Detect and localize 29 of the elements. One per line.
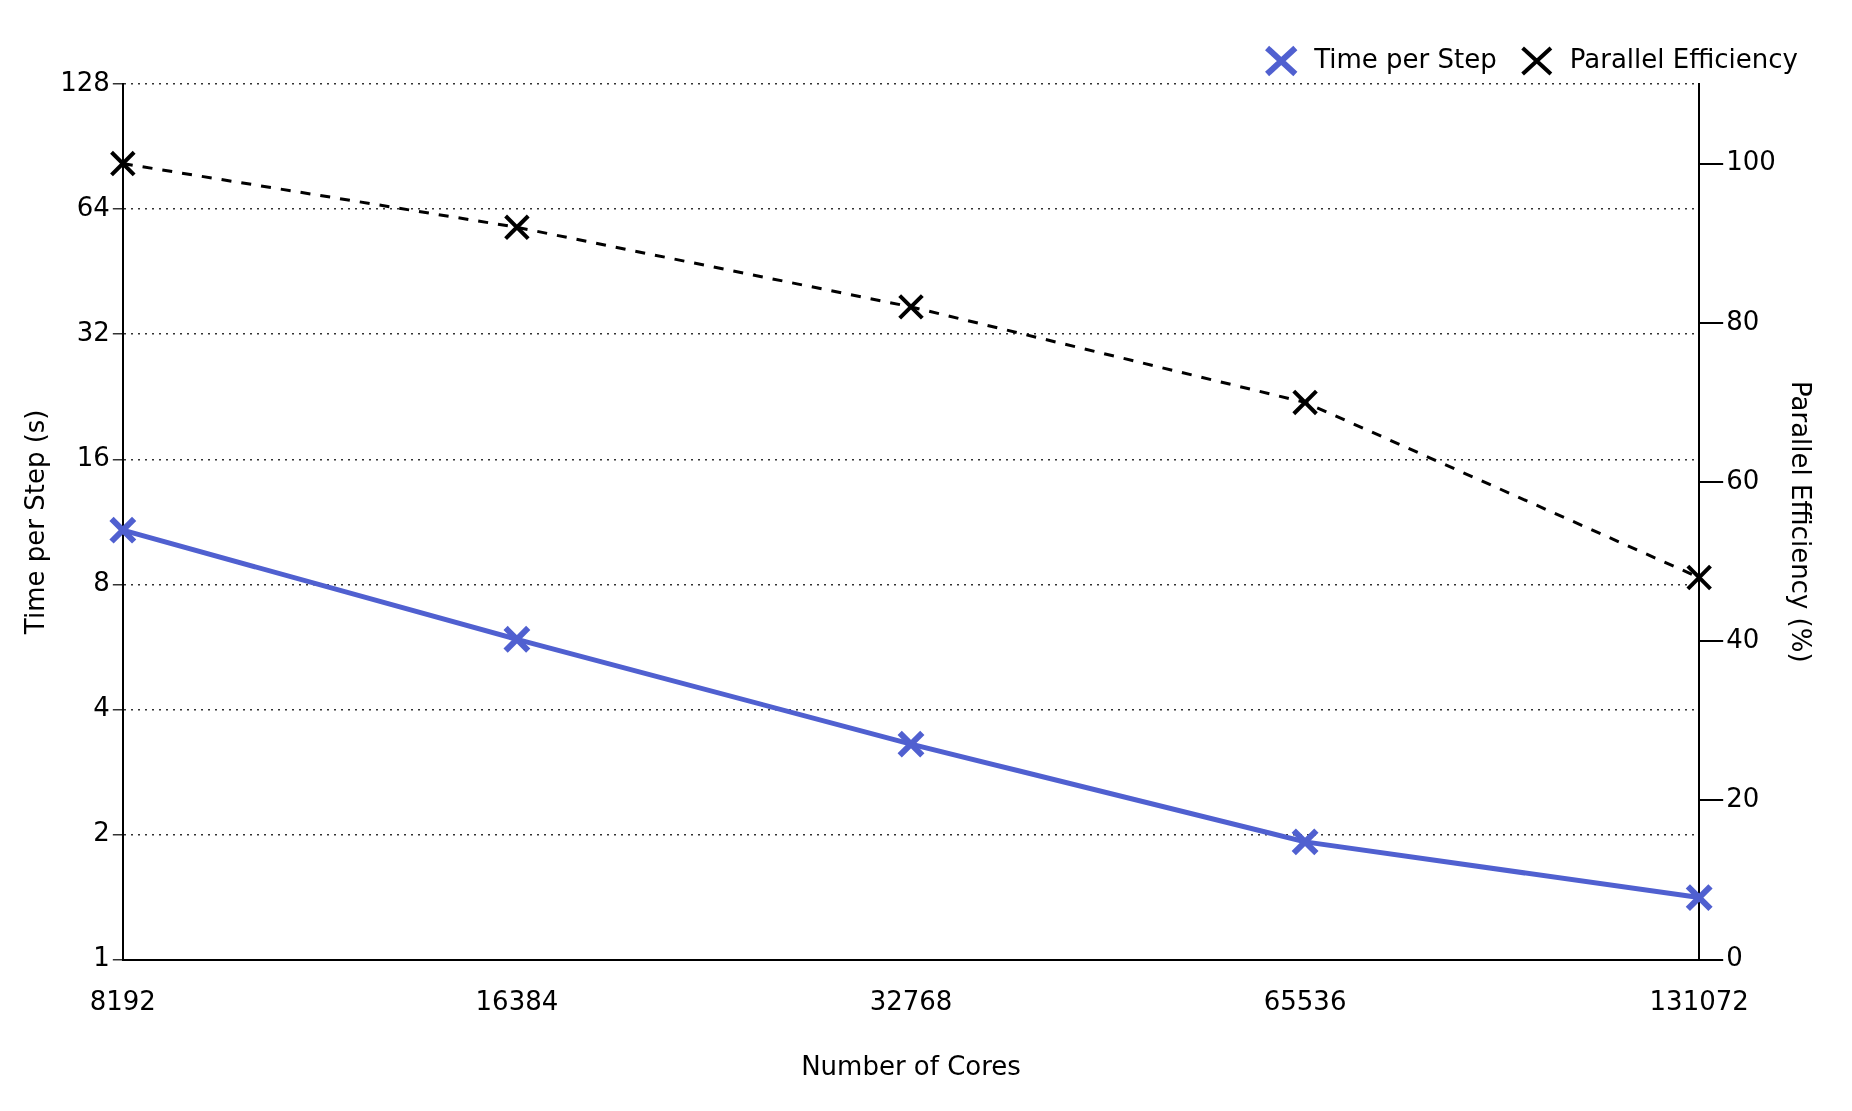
x-axis-title: Number of Cores: [801, 1051, 1021, 1082]
point: [896, 729, 926, 759]
point: [1290, 827, 1320, 857]
y-axis-title: Time per Step (s): [20, 409, 51, 636]
y-tick-label: 8: [93, 567, 110, 598]
y-tick-label: 2: [93, 817, 110, 848]
y2-axis-title: Parallel Efficiency (%): [1785, 381, 1816, 663]
y2-tick-label: 0: [1726, 942, 1743, 973]
x-tick-label: 65536: [1263, 985, 1347, 1016]
x-tick-label: 16384: [475, 985, 559, 1016]
y2-tick-label: 60: [1726, 464, 1760, 495]
point: [108, 515, 138, 545]
point: [502, 624, 532, 654]
legend-label: Parallel Efficiency: [1569, 43, 1799, 74]
y-tick-label: 32: [76, 316, 110, 347]
y2-tick-label: 40: [1726, 623, 1760, 654]
point: [1684, 883, 1714, 912]
legend-label: Time per Step: [1313, 43, 1497, 74]
x-tick-label: 32768: [869, 985, 953, 1016]
x-tick-label: 8192: [89, 985, 156, 1016]
x-tick-label: 131072: [1649, 985, 1749, 1016]
y-tick-label: 128: [60, 66, 110, 97]
y2-tick-label: 100: [1726, 146, 1776, 177]
y2-tick-label: 20: [1726, 783, 1760, 814]
y-tick-label: 16: [76, 442, 110, 473]
y-tick-label: 4: [93, 692, 110, 723]
y2-tick-label: 80: [1726, 305, 1760, 336]
y-tick-label: 1: [93, 942, 110, 973]
y-tick-label: 64: [76, 191, 110, 222]
